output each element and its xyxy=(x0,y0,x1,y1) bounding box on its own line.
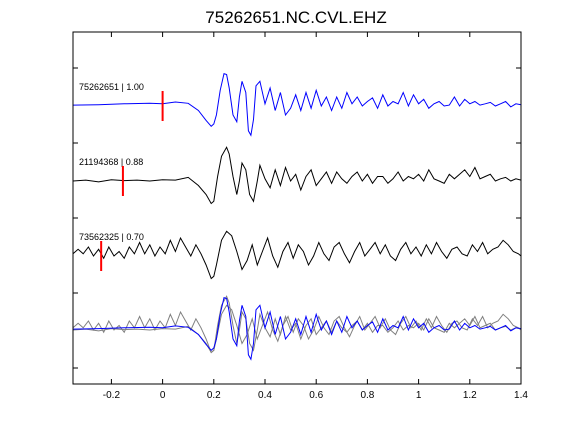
trace-73562325 xyxy=(72,230,522,280)
pick-markers xyxy=(100,91,164,271)
x-tick-label: 0.4 xyxy=(258,390,272,401)
trace-label: 73562325 | 0.70 xyxy=(79,232,144,242)
trace-21194368 xyxy=(72,146,522,205)
trace-labels: 75262651 | 1.00 21194368 | 0.88 73562325 |… xyxy=(79,82,144,242)
plot-area xyxy=(72,72,522,361)
x-tick-label: -0.2 xyxy=(103,390,121,401)
x-tick-label: 0.8 xyxy=(360,390,374,401)
x-tick-label: 1 xyxy=(416,390,422,401)
chart-title: 75262651.NC.CVL.EHZ xyxy=(205,8,386,27)
overlay-trace-75262651 xyxy=(72,296,522,361)
overlay-trace-73562325 xyxy=(72,304,522,354)
x-tick-label: 0.2 xyxy=(207,390,221,401)
trace-label: 75262651 | 1.00 xyxy=(79,82,144,92)
x-axis: -0.2 0 0.2 0.4 0.6 0.8 1 1.2 1.4 xyxy=(103,32,528,401)
x-tick-label: 1.4 xyxy=(514,390,528,401)
trace-label: 21194368 | 0.88 xyxy=(79,157,143,167)
y-axis xyxy=(73,67,521,369)
axes-box xyxy=(72,31,522,385)
x-tick-label: 1.2 xyxy=(463,390,477,401)
overlay-trace-21194368 xyxy=(72,295,522,354)
trace-75262651 xyxy=(72,72,522,137)
x-tick-label: 0 xyxy=(160,390,166,401)
x-tick-label: 0.6 xyxy=(309,390,323,401)
